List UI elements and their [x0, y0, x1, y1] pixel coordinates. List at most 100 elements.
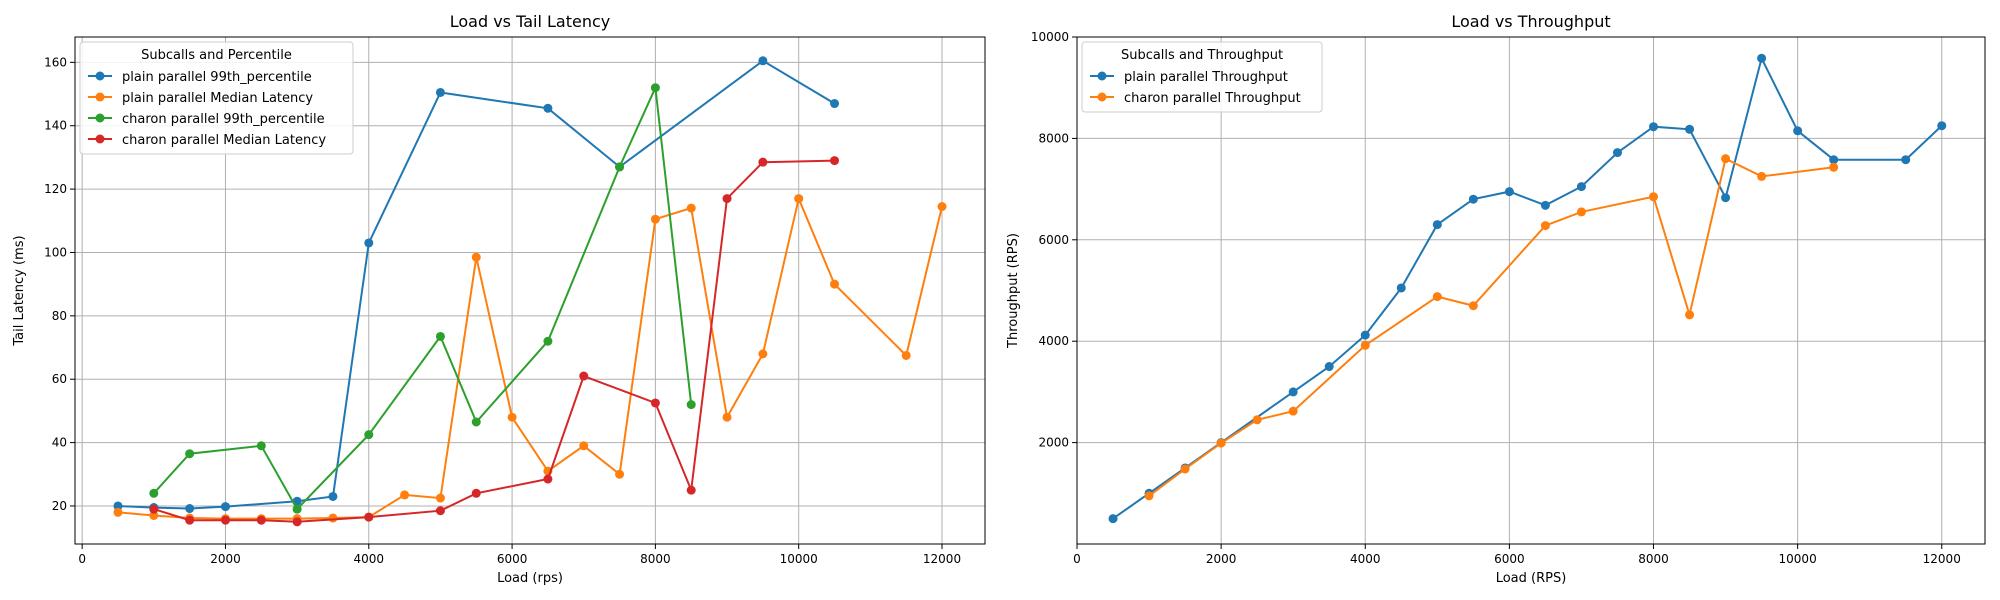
legend-box: [1081, 41, 1323, 113]
data-point: [185, 504, 195, 514]
data-point: [1793, 126, 1803, 136]
legend-box: [79, 41, 354, 155]
data-point: [579, 441, 589, 451]
data-point: [830, 156, 840, 166]
y-tick-label: 6000: [1038, 233, 1069, 247]
data-point: [1829, 155, 1839, 165]
data-point: [1721, 193, 1731, 203]
chart-title: Load vs Throughput: [1451, 12, 1610, 31]
data-point: [830, 279, 840, 289]
data-point: [1576, 207, 1586, 217]
data-point: [937, 202, 947, 212]
series-3: [149, 83, 696, 514]
legend-title: Subcalls and Throughput: [1121, 48, 1283, 63]
data-point: [220, 515, 230, 525]
series-1: [1108, 53, 1947, 524]
y-axis-label: Throughput (RPS): [1006, 233, 1021, 349]
x-tick-label: 12000: [1923, 552, 1961, 566]
chart-1: 0 2000 4000 6000 8000 10000 12000 20 40 60 80 100 12…: [12, 12, 986, 586]
data-point: [758, 157, 768, 167]
data-point: [650, 83, 660, 93]
x-tick-label: 2000: [1206, 552, 1237, 566]
data-point: [615, 469, 625, 479]
y-tick-label: 40: [52, 436, 67, 450]
data-point: [686, 203, 696, 213]
data-point: [149, 510, 159, 520]
data-point: [1396, 283, 1406, 293]
y-tick-label: 10000: [1031, 30, 1069, 44]
series-line: [117, 59, 836, 510]
data-point: [1468, 301, 1478, 311]
data-point: [149, 504, 159, 514]
data-point: [686, 400, 696, 410]
legend-marker: [95, 134, 105, 144]
x-tick-label: 0: [78, 552, 86, 566]
data-point: [1649, 122, 1659, 132]
data-point: [1685, 124, 1695, 134]
data-point: [901, 350, 911, 360]
data-point: [364, 512, 374, 522]
data-point: [471, 488, 481, 498]
series-2: [1144, 154, 1839, 501]
data-point: [722, 412, 732, 422]
data-point: [400, 490, 410, 500]
data-point: [758, 349, 768, 359]
chart-title: Load vs Tail Latency: [450, 12, 611, 31]
x-tick-label: 0: [1073, 552, 1081, 566]
legend-entry: charon parallel 99th_percentile: [122, 112, 325, 127]
y-tick-label: 2000: [1038, 436, 1069, 450]
data-point: [1937, 121, 1947, 131]
data-point: [686, 485, 696, 495]
data-point: [1576, 182, 1586, 192]
x-tick-label: 12000: [923, 552, 961, 566]
data-point: [1901, 155, 1911, 165]
data-point: [543, 336, 553, 346]
data-point: [256, 515, 266, 525]
y-tick-label: 20: [52, 499, 67, 513]
data-point: [1829, 162, 1839, 172]
data-point: [650, 398, 660, 408]
legend-marker: [95, 92, 105, 102]
data-point: [1649, 192, 1659, 202]
data-point: [1252, 415, 1262, 425]
series-1: [113, 56, 840, 514]
series-line: [1112, 55, 1943, 520]
x-axis-label: Load (rps): [497, 571, 563, 586]
data-point: [758, 56, 768, 66]
chart-2: 0 2000 4000 6000 8000 10000 12000 2000 4000 6000 8…: [1006, 12, 1986, 586]
data-point: [471, 252, 481, 262]
data-point: [650, 214, 660, 224]
data-point: [1540, 200, 1550, 210]
x-tick-label: 10000: [1779, 552, 1817, 566]
legend-marker: [1097, 92, 1107, 102]
data-point: [507, 412, 517, 422]
data-point: [1468, 194, 1478, 204]
data-point: [579, 371, 589, 381]
legend-entry: charon parallel Throughput: [1124, 91, 1301, 106]
data-point: [292, 504, 302, 514]
data-point: [1180, 464, 1190, 474]
y-tick-label: 140: [44, 119, 67, 133]
data-point: [435, 506, 445, 516]
x-tick-label: 4000: [354, 552, 385, 566]
x-tick-label: 6000: [1494, 552, 1525, 566]
y-axis-label: Tail Latency (ms): [12, 235, 27, 346]
data-point: [1432, 220, 1442, 230]
legend-entry: plain parallel Throughput: [1124, 70, 1288, 85]
data-point: [1432, 292, 1442, 302]
data-point: [543, 103, 553, 113]
data-point: [328, 513, 338, 523]
data-point: [220, 502, 230, 512]
data-point: [1216, 438, 1226, 448]
x-tick-label: 4000: [1350, 552, 1381, 566]
legend-entry: plain parallel 99th_percentile: [122, 70, 312, 85]
legend-marker: [95, 71, 105, 81]
data-point: [1288, 387, 1298, 397]
series-4: [149, 156, 840, 527]
data-point: [1360, 340, 1370, 350]
data-point: [615, 162, 625, 172]
y-tick-label: 160: [44, 55, 67, 69]
x-tick-label: 8000: [1638, 552, 1669, 566]
y-tick-label: 80: [52, 309, 67, 323]
